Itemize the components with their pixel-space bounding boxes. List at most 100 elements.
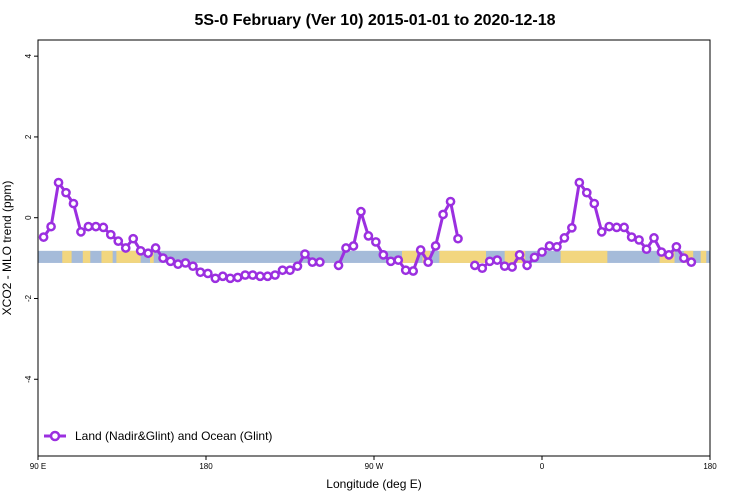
data-point <box>262 271 273 282</box>
data-point <box>300 249 310 259</box>
data-point <box>679 253 689 263</box>
data-point <box>522 260 532 271</box>
data-point <box>255 271 265 282</box>
data-point <box>307 257 318 267</box>
data-point <box>385 256 396 267</box>
data-point <box>270 270 280 280</box>
y-tick-label: 0 <box>24 215 33 220</box>
data-point <box>225 273 236 284</box>
data-point <box>499 261 510 272</box>
data-point <box>232 272 243 283</box>
data-point <box>195 267 206 278</box>
data-point <box>552 241 562 252</box>
data-point <box>247 270 258 280</box>
land-segment <box>439 250 486 263</box>
data-point <box>445 196 456 207</box>
data-point <box>604 221 615 232</box>
data-point <box>559 233 570 243</box>
data-point <box>596 226 607 237</box>
data-point <box>83 221 94 232</box>
data-point <box>277 265 288 276</box>
data-point <box>453 233 463 244</box>
land-segment <box>700 250 707 263</box>
data-point <box>371 237 381 247</box>
y-tick-label: 4 <box>24 53 33 58</box>
data-point <box>315 257 325 267</box>
land-segment <box>62 250 72 263</box>
data-point <box>285 265 295 276</box>
series-lines <box>38 177 697 284</box>
y-tick-label: 2 <box>24 134 33 139</box>
land-segment <box>116 250 141 263</box>
chart-title: 5S-0 February (Ver 10) 2015-01-01 to 202… <box>194 12 555 29</box>
data-point <box>210 273 221 284</box>
y-tick-label: -2 <box>24 294 33 302</box>
data-point <box>165 256 176 267</box>
land-segment <box>101 250 113 263</box>
data-point <box>393 255 404 265</box>
legend: Land (Nadir&Glint) and Ocean (Glint) <box>44 429 272 443</box>
data-point <box>378 250 389 260</box>
data-point <box>641 244 652 255</box>
data-point <box>143 248 153 259</box>
data-point <box>203 268 213 279</box>
data-point <box>589 198 600 209</box>
data-point <box>150 243 161 253</box>
data-point <box>469 260 480 271</box>
data-point <box>492 255 503 265</box>
legend-entry: Land (Nadir&Glint) and Ocean (Glint) <box>75 429 272 443</box>
data-point <box>113 236 124 246</box>
x-axis-label: Longitude (deg E) <box>326 477 421 491</box>
data-point <box>341 243 351 253</box>
data-point <box>135 245 146 256</box>
x-tick-label: 0 <box>540 462 545 471</box>
data-point <box>363 231 374 241</box>
data-point <box>180 258 191 268</box>
data-point <box>574 177 585 188</box>
data-point <box>671 241 682 252</box>
data-point <box>537 247 547 257</box>
data-point <box>76 226 86 237</box>
land-segment <box>560 250 608 263</box>
data-point <box>120 243 131 253</box>
data-point <box>664 250 674 260</box>
data-point <box>581 187 592 198</box>
data-point <box>53 177 64 188</box>
data-point <box>484 256 495 267</box>
data-point <box>634 235 644 245</box>
land-segment <box>150 250 154 263</box>
x-tick-label: 90 W <box>365 462 384 471</box>
data-point <box>292 261 303 272</box>
data-point <box>544 241 555 251</box>
data-point <box>128 233 139 244</box>
data-point <box>619 222 629 233</box>
data-point <box>656 247 667 257</box>
x-tick-label: 90 E <box>30 462 46 471</box>
data-point <box>408 266 419 276</box>
y-tick-label: -4 <box>24 375 33 383</box>
land-segment <box>82 250 91 263</box>
data-point <box>686 257 697 267</box>
data-point <box>356 206 366 217</box>
data-point <box>415 245 426 255</box>
x-axis-ticks: 90 E 180 90 W 0 180 <box>30 456 717 471</box>
data-point <box>529 252 540 263</box>
data-point <box>430 241 441 251</box>
data-point <box>188 261 198 272</box>
data-point <box>514 250 525 260</box>
data-point <box>507 262 517 272</box>
data-point <box>438 209 448 220</box>
data-point <box>98 222 109 233</box>
data-point <box>611 222 622 233</box>
data-point <box>68 198 79 209</box>
data-point <box>173 259 183 270</box>
data-point <box>477 263 488 274</box>
data-point <box>91 221 101 232</box>
data-point <box>158 253 168 263</box>
data-point <box>649 233 659 243</box>
data-point <box>61 187 71 198</box>
data-point <box>423 257 433 267</box>
data-point <box>38 232 49 242</box>
data-point <box>217 271 228 282</box>
